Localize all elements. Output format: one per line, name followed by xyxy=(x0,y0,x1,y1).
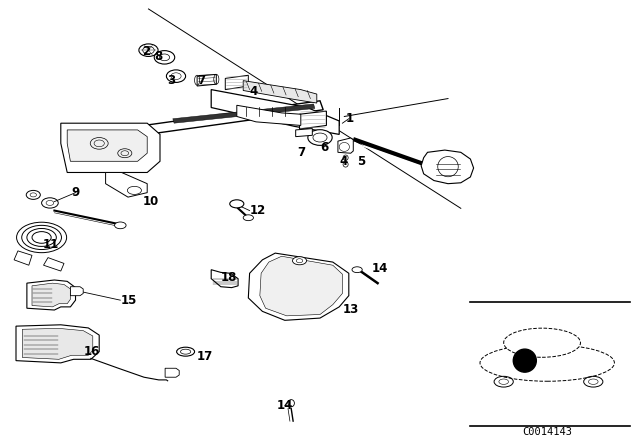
Ellipse shape xyxy=(480,345,614,381)
Polygon shape xyxy=(67,130,147,161)
Text: 4: 4 xyxy=(339,155,348,168)
Polygon shape xyxy=(61,123,160,172)
Polygon shape xyxy=(106,172,147,197)
Text: 12: 12 xyxy=(250,204,266,217)
Text: 14: 14 xyxy=(276,399,293,412)
Text: 14: 14 xyxy=(371,262,388,276)
Polygon shape xyxy=(112,101,323,139)
Text: 4: 4 xyxy=(250,85,258,99)
Polygon shape xyxy=(32,283,70,307)
Polygon shape xyxy=(296,129,312,137)
Text: C0014143: C0014143 xyxy=(522,427,572,437)
Text: 10: 10 xyxy=(142,195,159,208)
Ellipse shape xyxy=(438,157,458,177)
Polygon shape xyxy=(300,111,326,129)
Polygon shape xyxy=(14,251,32,265)
Text: 15: 15 xyxy=(120,293,137,307)
Polygon shape xyxy=(338,138,353,153)
Polygon shape xyxy=(260,256,342,316)
Ellipse shape xyxy=(288,400,294,407)
Text: 16: 16 xyxy=(83,345,100,358)
Polygon shape xyxy=(237,105,301,125)
Text: 8: 8 xyxy=(155,49,163,63)
Text: 2: 2 xyxy=(142,45,150,58)
Ellipse shape xyxy=(292,257,307,265)
Polygon shape xyxy=(173,104,315,123)
Text: 7: 7 xyxy=(197,74,205,87)
Ellipse shape xyxy=(504,328,580,358)
Text: 17: 17 xyxy=(197,349,213,363)
Text: 1: 1 xyxy=(346,112,354,125)
Polygon shape xyxy=(211,270,238,288)
Text: 3: 3 xyxy=(168,74,175,87)
Ellipse shape xyxy=(180,349,191,354)
Text: 7: 7 xyxy=(298,146,306,159)
Ellipse shape xyxy=(115,222,126,229)
Polygon shape xyxy=(70,287,83,296)
Ellipse shape xyxy=(313,133,327,142)
Polygon shape xyxy=(27,280,76,310)
Text: 11: 11 xyxy=(43,237,60,251)
Ellipse shape xyxy=(177,347,195,356)
Polygon shape xyxy=(421,150,474,184)
Polygon shape xyxy=(165,368,179,377)
Polygon shape xyxy=(243,81,317,103)
Polygon shape xyxy=(22,328,93,359)
Polygon shape xyxy=(248,253,349,320)
Circle shape xyxy=(513,349,536,372)
Polygon shape xyxy=(197,74,216,86)
Text: 6: 6 xyxy=(320,141,328,155)
Text: 18: 18 xyxy=(221,271,237,284)
Ellipse shape xyxy=(296,259,303,263)
Ellipse shape xyxy=(352,267,362,272)
Ellipse shape xyxy=(230,200,244,208)
Polygon shape xyxy=(16,325,99,363)
Text: 13: 13 xyxy=(342,302,358,316)
Text: 5: 5 xyxy=(357,155,365,168)
Ellipse shape xyxy=(243,215,253,221)
Polygon shape xyxy=(211,90,339,134)
Text: 9: 9 xyxy=(72,186,79,199)
Ellipse shape xyxy=(308,130,332,145)
Polygon shape xyxy=(44,258,64,271)
Polygon shape xyxy=(225,75,248,90)
